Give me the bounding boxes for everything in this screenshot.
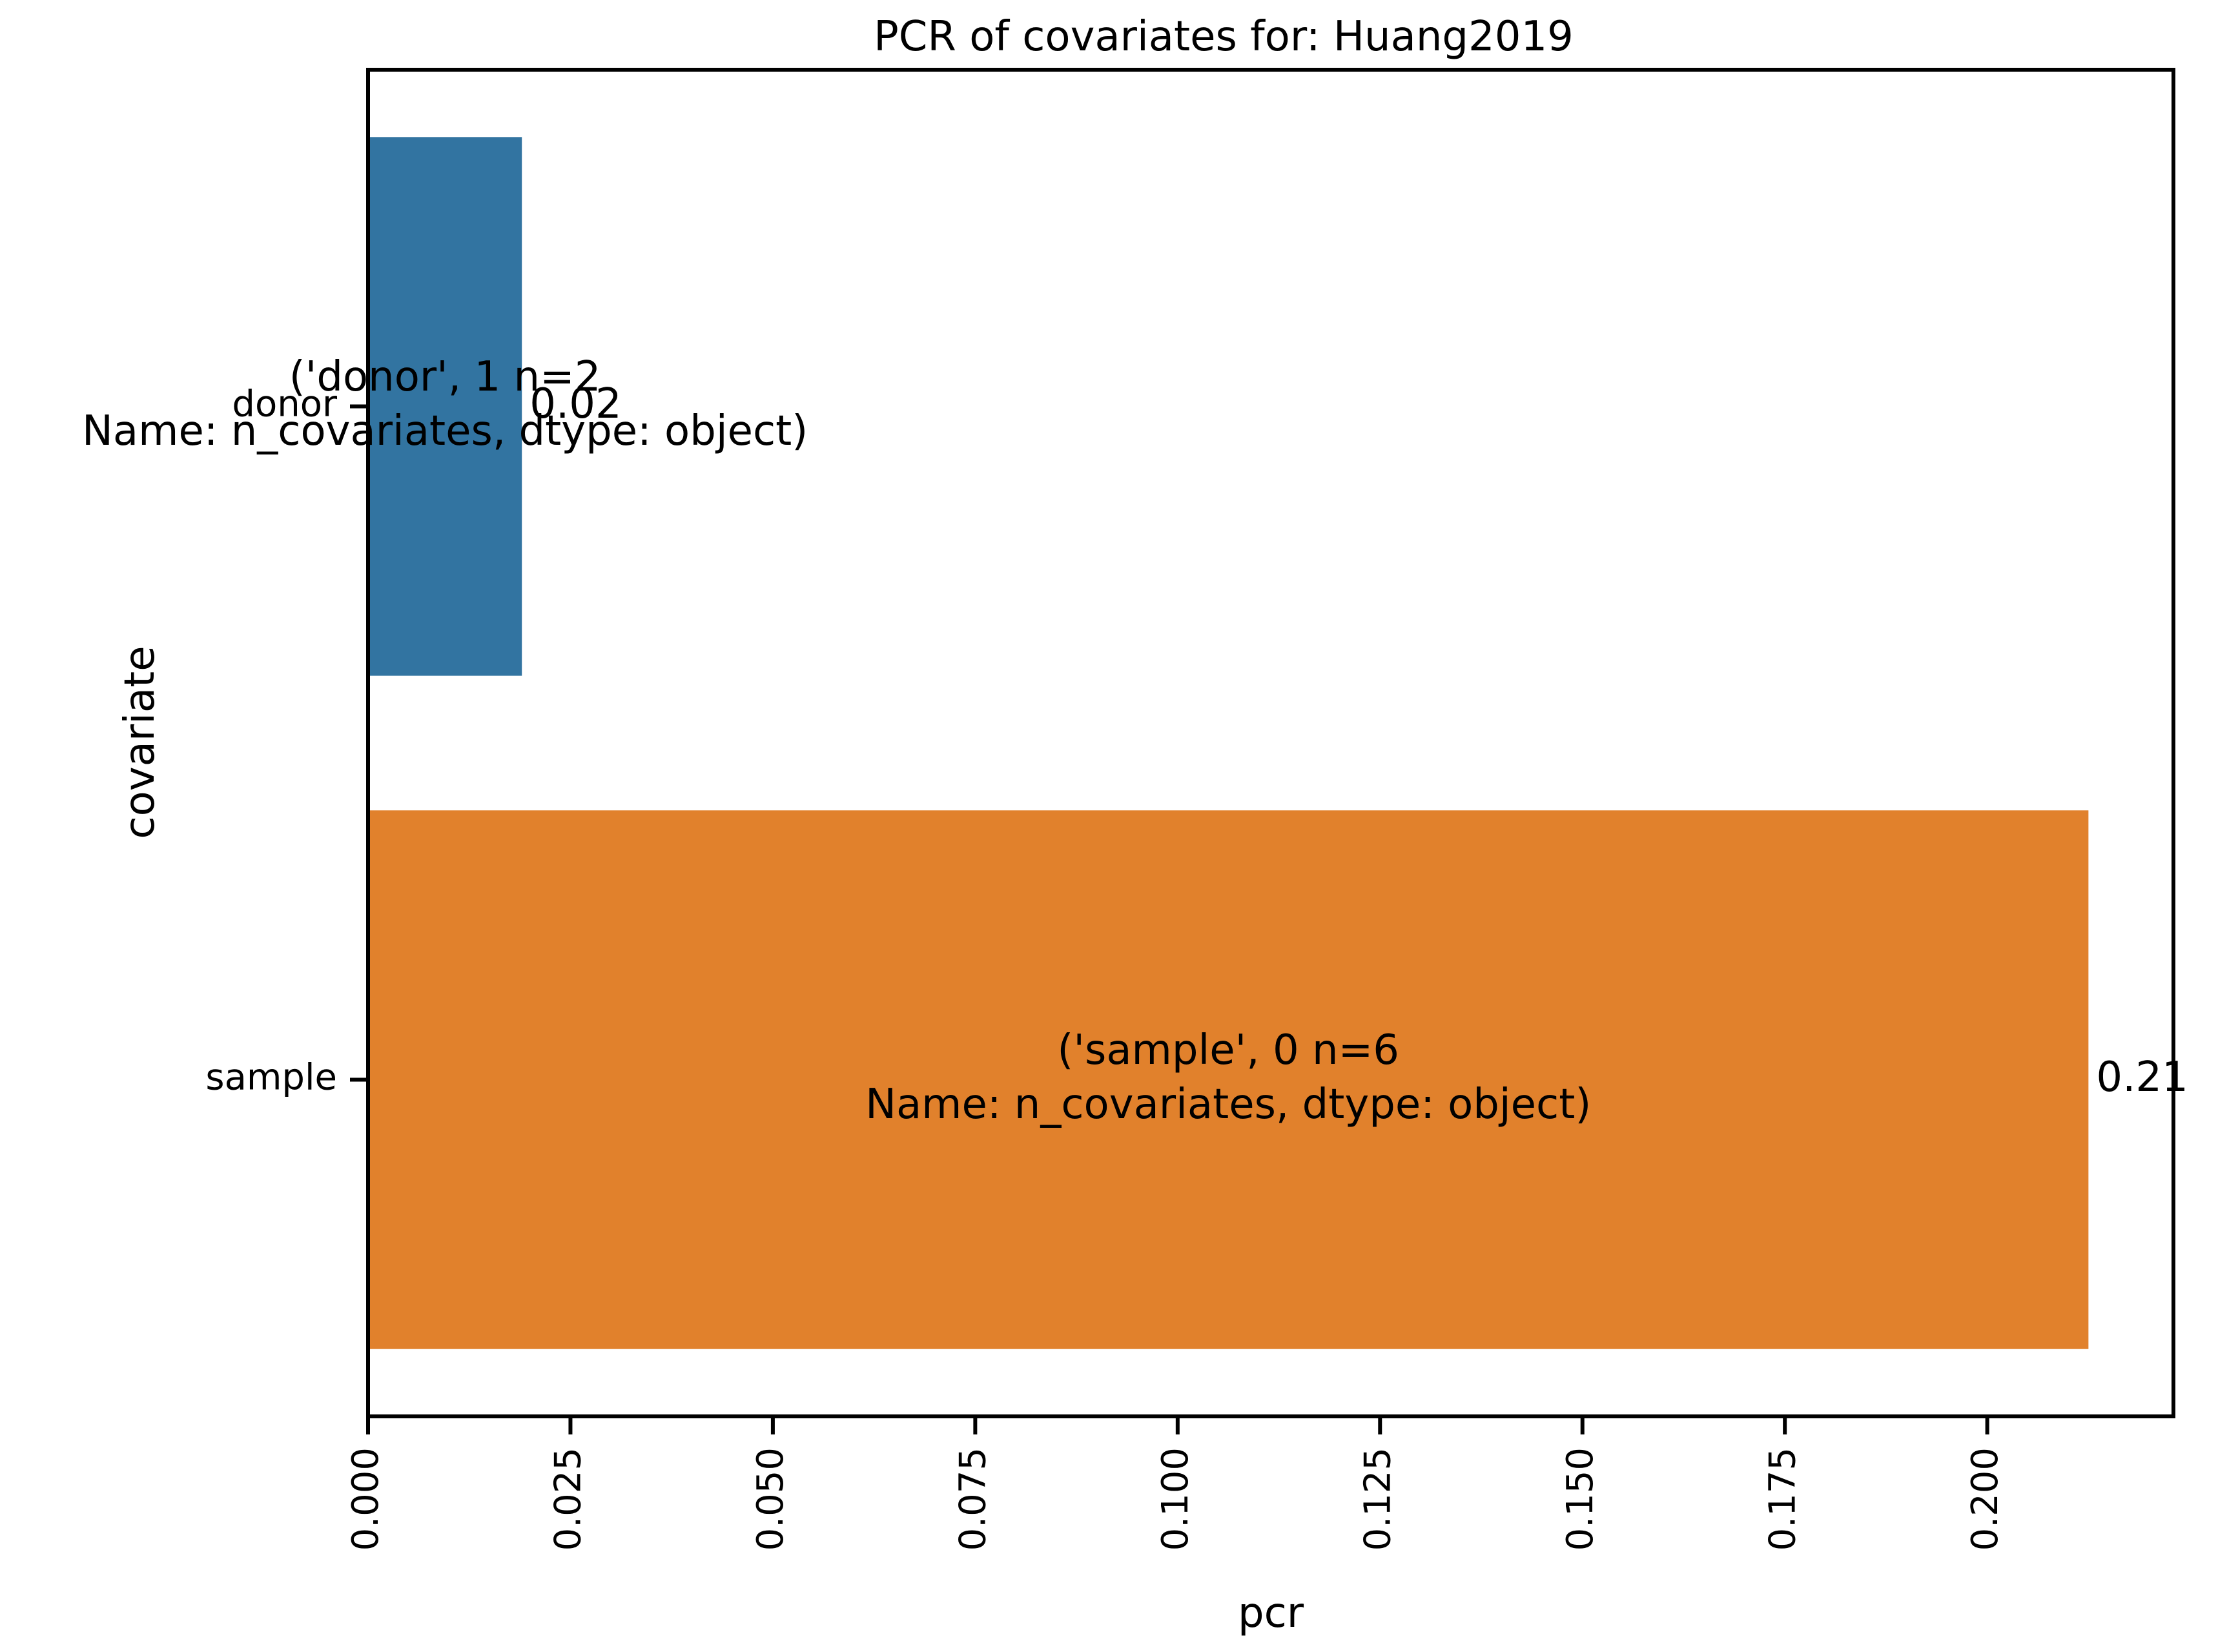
y-tick-label-sample: sample <box>205 1057 337 1099</box>
x-axis: 0.000 0.025 0.050 0.075 0.100 0.125 0.150 0.175… <box>345 1416 2006 1551</box>
x-tick-label: 0.075 <box>952 1447 994 1551</box>
bars-layer <box>368 137 2089 1349</box>
x-tick-label: 0.200 <box>1964 1447 2006 1551</box>
annotation-donor-line-2: Name: n_covariates, dtype: object) <box>82 407 808 455</box>
annotations-layer: 0.02('donor', 1 n=2 Name: n_covariates, d… <box>82 353 2188 1128</box>
chart-title: PCR of covariates for: Huang2019 <box>874 13 1574 61</box>
annotation-donor-line-1: ('donor', 1 n=2 <box>289 353 601 401</box>
x-tick-label: 0.125 <box>1357 1447 1399 1551</box>
bar-donor <box>368 137 522 676</box>
value-label-donor: 0.02 <box>529 380 622 428</box>
x-axis-label: pcr <box>1238 1589 1304 1637</box>
y-axis-label: covariate <box>116 646 164 839</box>
y-axis: donor sample <box>205 383 368 1099</box>
x-tick-label: 0.175 <box>1761 1447 1803 1551</box>
x-tick-label: 0.000 <box>345 1447 387 1551</box>
x-tick-label: 0.100 <box>1155 1447 1196 1551</box>
annotation-sample-line-2: Name: n_covariates, dtype: object) <box>865 1081 1591 1128</box>
x-tick-label: 0.150 <box>1559 1447 1601 1551</box>
annotation-sample-line-1: ('sample', 0 n=6 <box>1057 1026 1399 1074</box>
x-tick-label: 0.050 <box>750 1447 792 1551</box>
plot-frame <box>366 68 2175 1418</box>
x-tick-label: 0.025 <box>548 1447 590 1551</box>
y-tick-label-donor: donor <box>232 383 338 425</box>
bar-sample <box>368 810 2089 1349</box>
